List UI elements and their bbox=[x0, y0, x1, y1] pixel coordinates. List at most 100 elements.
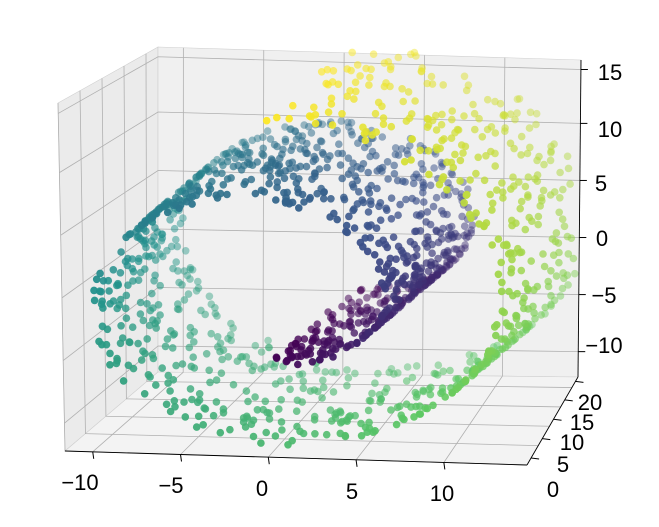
scatter-point bbox=[204, 189, 213, 198]
scatter-point bbox=[423, 79, 432, 88]
scatter-point bbox=[322, 430, 331, 439]
scatter-point bbox=[555, 208, 563, 217]
scatter-point bbox=[303, 139, 311, 148]
scatter-point bbox=[428, 273, 437, 282]
scatter-point bbox=[212, 376, 221, 384]
scatter-point bbox=[419, 387, 428, 396]
scatter-point bbox=[412, 362, 421, 370]
scatter-point bbox=[547, 148, 555, 157]
scatter-point bbox=[343, 92, 352, 101]
scatter-point bbox=[360, 129, 369, 138]
scatter-point bbox=[137, 356, 146, 364]
scatter-point bbox=[433, 145, 441, 154]
z-tick-label: 15 bbox=[598, 60, 622, 85]
scatter-point bbox=[521, 225, 530, 234]
scatter-point bbox=[195, 171, 203, 179]
scatter-point bbox=[410, 271, 419, 279]
y-tick-label: 0 bbox=[547, 477, 559, 502]
scatter-point bbox=[98, 322, 107, 331]
scatter-point bbox=[434, 238, 443, 247]
scatter-point bbox=[257, 365, 265, 373]
scatter-point bbox=[366, 73, 374, 82]
scatter-point bbox=[488, 206, 496, 214]
scatter-point bbox=[248, 161, 257, 169]
x-grid-line bbox=[267, 52, 345, 458]
scatter-point bbox=[548, 235, 557, 243]
scatter-point bbox=[541, 303, 549, 312]
scatter-point bbox=[349, 183, 358, 191]
scatter-point bbox=[532, 120, 540, 129]
scatter-point bbox=[160, 202, 169, 211]
scatter-point bbox=[546, 191, 555, 199]
scatter-point bbox=[295, 370, 304, 379]
scatter-point bbox=[440, 248, 449, 257]
scatter-point bbox=[241, 423, 250, 431]
scatter-point bbox=[355, 188, 363, 196]
scatter-point bbox=[494, 270, 503, 279]
scatter-point bbox=[321, 350, 330, 359]
y-grid-line bbox=[79, 90, 539, 447]
scatter-point bbox=[556, 194, 564, 202]
scatter-point bbox=[402, 195, 410, 204]
x-tick-label: 0 bbox=[256, 476, 268, 501]
scatter-point bbox=[393, 403, 402, 412]
scatter-point bbox=[363, 247, 372, 256]
scatter-point bbox=[324, 108, 333, 116]
scatter-point bbox=[327, 100, 336, 108]
scatter-point bbox=[347, 298, 356, 307]
scatter-point bbox=[379, 120, 388, 128]
scatter-point bbox=[426, 181, 435, 190]
scatter-point bbox=[251, 341, 260, 350]
scatter-point bbox=[347, 118, 356, 127]
scatter-point bbox=[531, 175, 539, 183]
scatter-point bbox=[539, 250, 547, 258]
scatter-point bbox=[359, 334, 367, 343]
scatter-point bbox=[564, 281, 572, 289]
scatter-point bbox=[461, 241, 469, 249]
scatter-point bbox=[407, 156, 415, 164]
scatter-point bbox=[277, 396, 286, 404]
scatter-point bbox=[462, 191, 471, 199]
scatter-point bbox=[517, 266, 526, 275]
scatter-point bbox=[347, 66, 355, 75]
scatter-point bbox=[237, 166, 246, 174]
scatter-point bbox=[379, 114, 388, 122]
scatter-point bbox=[471, 125, 479, 134]
scatter-point bbox=[169, 264, 177, 273]
scatter-point bbox=[213, 312, 221, 320]
scatter-point bbox=[251, 393, 259, 401]
scatter-point bbox=[454, 383, 463, 392]
scatter-point bbox=[265, 179, 273, 188]
scatter-point bbox=[437, 120, 446, 129]
scatter-point bbox=[273, 113, 281, 122]
scatter-point bbox=[148, 289, 156, 298]
x-tick-mark bbox=[92, 451, 95, 459]
scatter-point bbox=[315, 356, 324, 364]
scatter-point bbox=[305, 195, 314, 203]
scatter-point bbox=[264, 336, 272, 345]
x-tick-label: −5 bbox=[158, 473, 183, 498]
scatter-point bbox=[506, 139, 515, 148]
scatter-point bbox=[417, 67, 426, 76]
scatter-point bbox=[327, 94, 336, 103]
scatter-point bbox=[180, 398, 188, 406]
scatter-point bbox=[334, 149, 343, 158]
scatter-point bbox=[366, 397, 375, 405]
scatter-point bbox=[311, 119, 320, 128]
tick-marks bbox=[92, 69, 588, 470]
scatter-point bbox=[328, 368, 336, 377]
scatter-point bbox=[394, 53, 403, 62]
scatter-point bbox=[485, 347, 493, 355]
scatter-point bbox=[530, 286, 538, 294]
scatter-point bbox=[194, 277, 202, 286]
scatter-point bbox=[373, 167, 382, 175]
scatter-point bbox=[408, 373, 417, 382]
scatter-point bbox=[510, 327, 518, 336]
scatter-point bbox=[247, 420, 256, 429]
scatter-point bbox=[474, 153, 483, 162]
scatter-point bbox=[443, 258, 451, 266]
scatter-point bbox=[304, 122, 313, 131]
scatter-point bbox=[141, 219, 149, 227]
scatter-point bbox=[187, 362, 196, 371]
scatter-point bbox=[349, 206, 357, 215]
